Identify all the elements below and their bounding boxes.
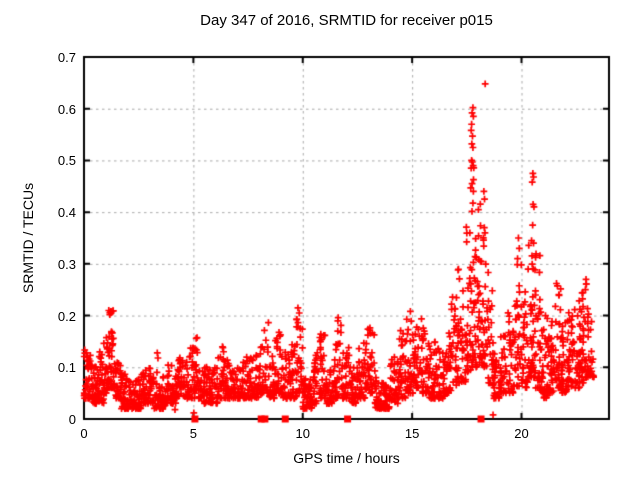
chart-title: Day 347 of 2016, SRMTID for receiver p01… xyxy=(200,12,493,29)
x-tick-label: 20 xyxy=(514,426,529,441)
x-tick-label: 15 xyxy=(404,426,420,441)
y-axis-label: SRMTID / TECUs xyxy=(20,182,36,294)
y-tick-label: 0.2 xyxy=(57,308,76,324)
x-tick-label: 5 xyxy=(189,426,197,441)
y-tick-label: 0.3 xyxy=(57,256,76,272)
y-tick-label: 0.7 xyxy=(57,50,76,65)
x-tick-label: 0 xyxy=(80,426,88,441)
x-axis-label: GPS time / hours xyxy=(293,450,400,466)
x-tick-label: 10 xyxy=(295,426,310,441)
y-tick-label: 0.6 xyxy=(57,101,76,117)
y-tick-label: 0.5 xyxy=(57,153,76,169)
y-tick-label: 0 xyxy=(68,412,76,427)
y-tick-label: 0.4 xyxy=(57,205,76,221)
y-tick-label: 0.1 xyxy=(57,360,76,376)
